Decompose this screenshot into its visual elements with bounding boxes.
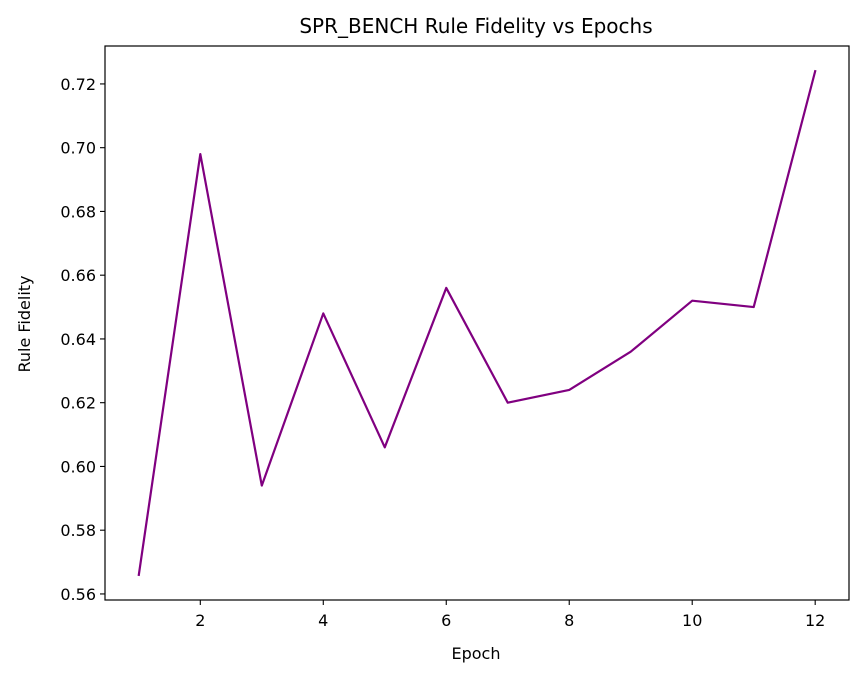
axes-frame bbox=[104, 45, 850, 601]
y-axis-label: Rule Fidelity bbox=[15, 275, 34, 372]
x-tick-label: 8 bbox=[564, 611, 574, 630]
x-tick-label: 12 bbox=[805, 611, 825, 630]
y-tick-label: 0.68 bbox=[60, 202, 96, 221]
x-tick-label: 4 bbox=[318, 611, 328, 630]
y-tick-label: 0.60 bbox=[60, 457, 96, 476]
y-tick-label: 0.62 bbox=[60, 394, 96, 413]
y-tick-label: 0.72 bbox=[60, 75, 96, 94]
x-axis-label: Epoch bbox=[452, 644, 501, 663]
x-tick-label: 2 bbox=[195, 611, 205, 630]
x-tick-label: 10 bbox=[682, 611, 702, 630]
chart-title: SPR_BENCH Rule Fidelity vs Epochs bbox=[299, 14, 652, 38]
y-axis-ticks: 0.56 0.58 0.60 0.62 0.64 0.66 0.68 0.70 0.72 bbox=[60, 75, 105, 604]
series-line-0 bbox=[137, 69, 817, 577]
y-tick-label: 0.70 bbox=[60, 139, 96, 158]
x-tick-label: 6 bbox=[441, 611, 451, 630]
y-tick-label: 0.56 bbox=[60, 585, 96, 604]
y-tick-label: 0.58 bbox=[60, 521, 96, 540]
plot-area bbox=[104, 45, 850, 601]
x-axis-ticks: 2 4 6 8 10 12 bbox=[195, 600, 825, 630]
y-tick-label: 0.64 bbox=[60, 330, 96, 349]
y-tick-label: 0.66 bbox=[60, 266, 96, 285]
